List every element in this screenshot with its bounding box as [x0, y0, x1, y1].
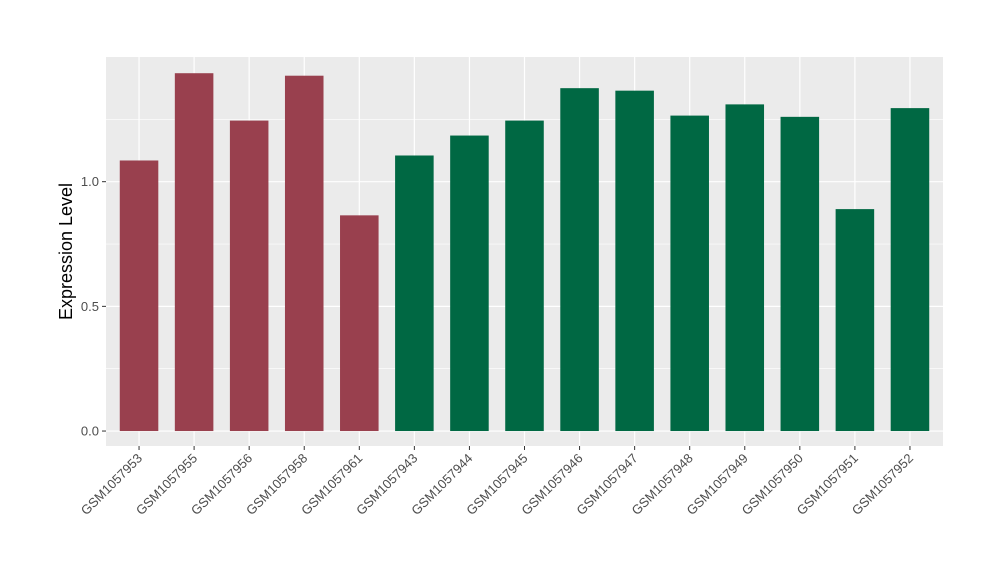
bar-GSM1057946: [560, 88, 599, 432]
bar-GSM1057961: [340, 215, 379, 432]
bars-group: [119, 73, 930, 432]
bar-GSM1057955: [174, 73, 214, 432]
bar-GSM1057958: [284, 75, 324, 432]
bar-GSM1057953: [119, 160, 159, 432]
bar-GSM1057949: [725, 104, 765, 432]
bar-GSM1057952: [890, 108, 930, 432]
bar-GSM1057951: [835, 209, 875, 432]
bar-GSM1057945: [505, 120, 544, 432]
bar-GSM1057950: [780, 116, 820, 432]
y-axis: 0.0 0.5 1.0: [81, 174, 106, 439]
x-axis: GSM1057953GSM1057955GSM1057956GSM1057958…: [78, 446, 916, 518]
bar-GSM1057948: [670, 115, 709, 432]
bar-GSM1057944: [450, 135, 489, 432]
y-axis-label: Expression Level: [56, 183, 76, 320]
y-tick-label: 1.0: [81, 174, 99, 189]
y-tick-label: 0.5: [81, 299, 99, 314]
bar-GSM1057956: [229, 120, 269, 432]
bar-GSM1057943: [395, 155, 434, 432]
y-tick-label: 0.0: [81, 424, 99, 439]
bar-GSM1057947: [615, 90, 654, 432]
